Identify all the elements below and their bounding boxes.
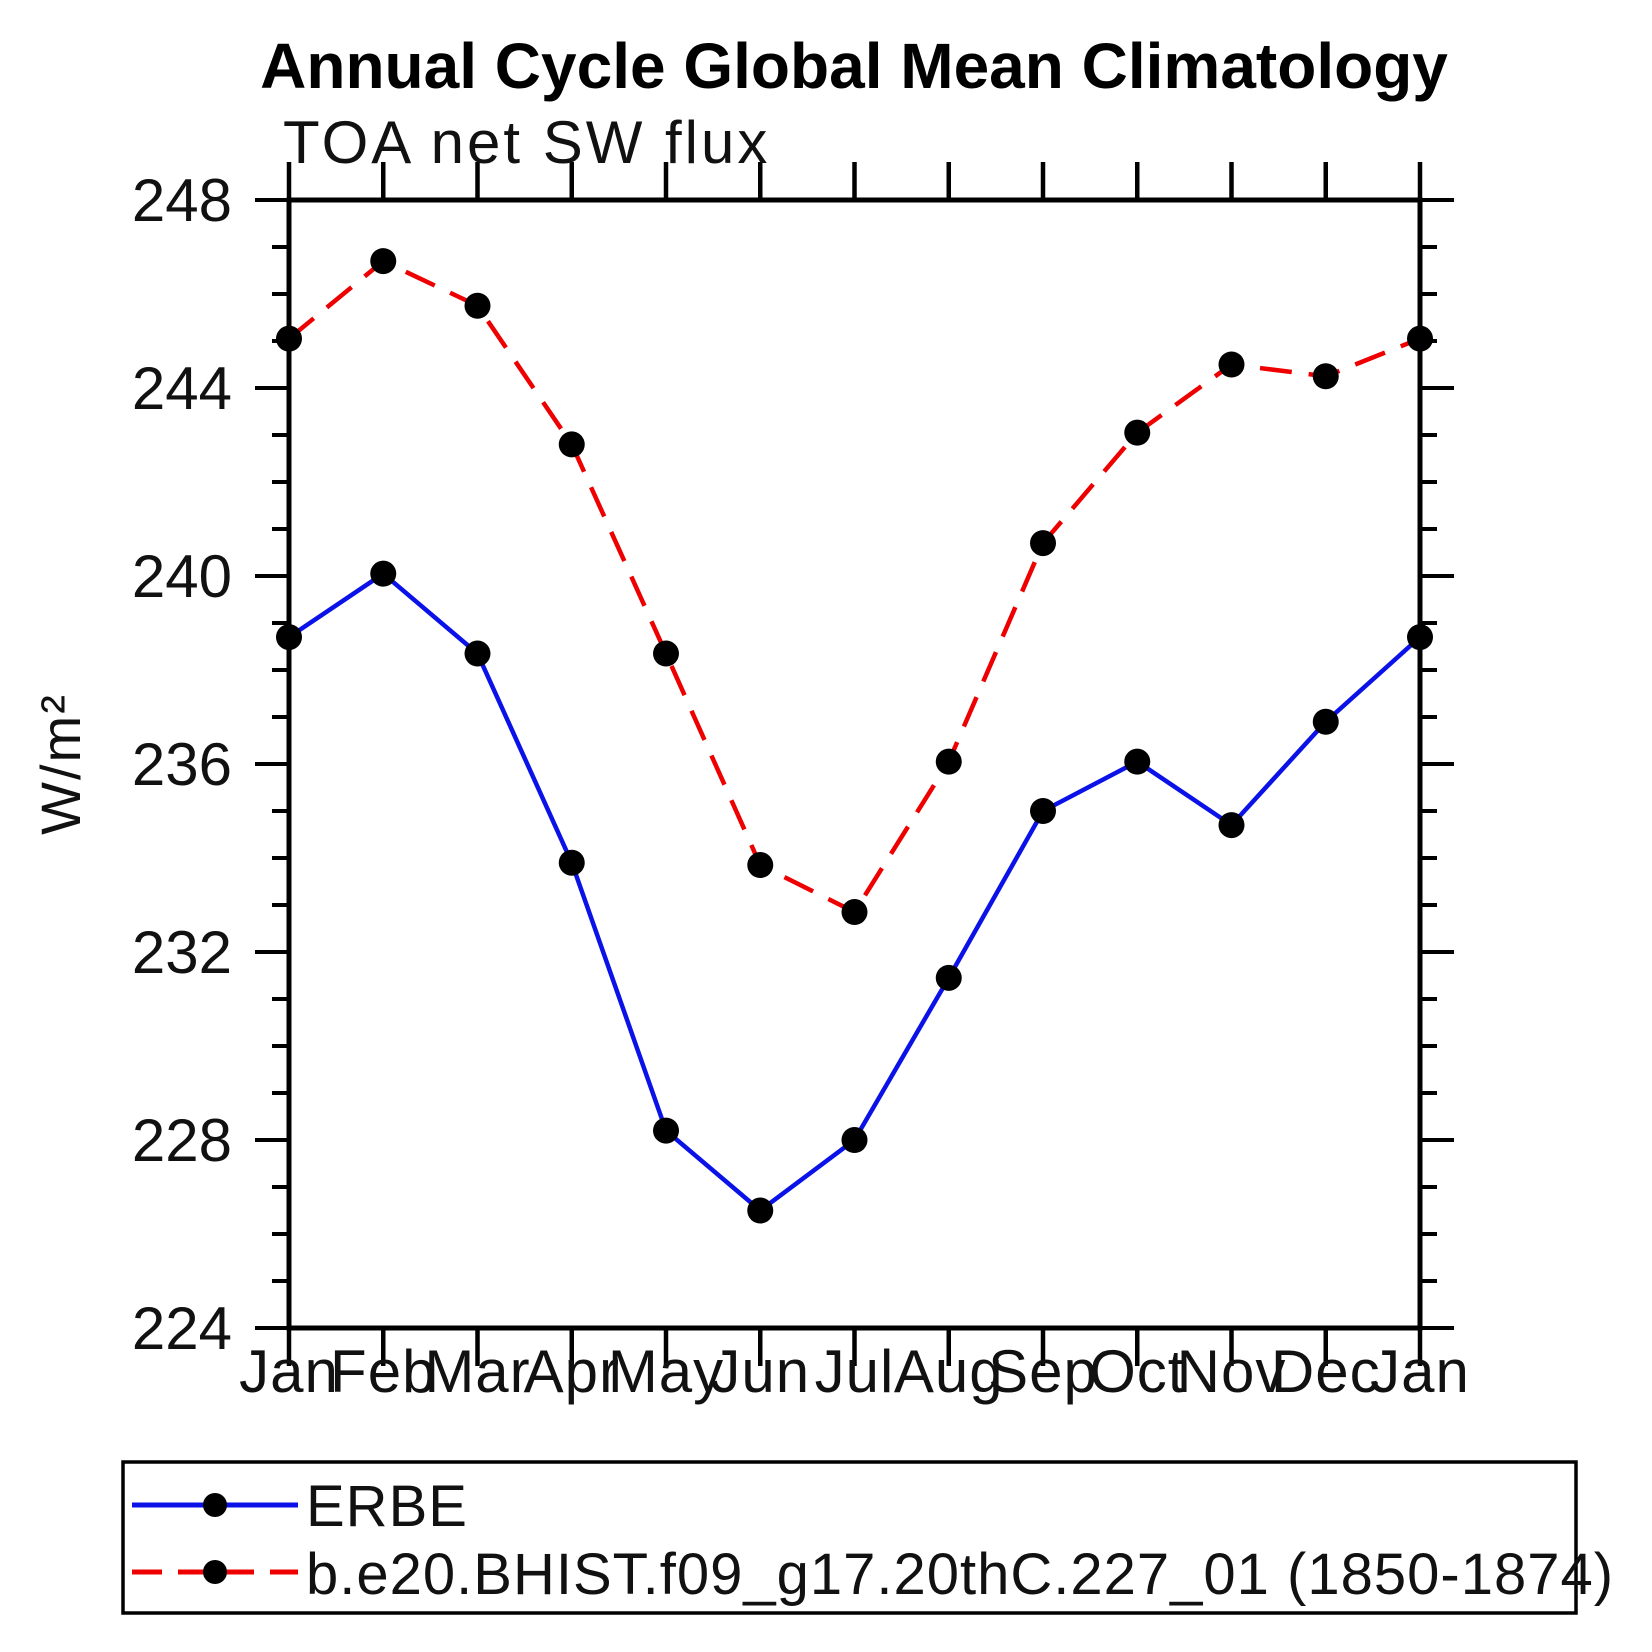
x-tick-label: Jul <box>815 1338 895 1405</box>
series-marker-model <box>1124 419 1151 446</box>
y-tick-label: 244 <box>132 355 232 422</box>
x-tick-label: Nov <box>1177 1338 1287 1405</box>
y-tick-label: 248 <box>132 167 232 234</box>
legend-label-erbe: ERBE <box>306 1474 468 1539</box>
y-tick-label: 240 <box>132 543 232 610</box>
series-group <box>276 248 1433 1224</box>
series-marker-model <box>1312 363 1339 390</box>
series-marker-model <box>747 852 774 879</box>
series-marker-model <box>935 748 962 775</box>
series-marker-erbe <box>1124 748 1151 775</box>
series-marker-model <box>558 431 585 458</box>
series-marker-erbe <box>1218 812 1245 839</box>
x-tick-label: Jan <box>1370 1338 1470 1405</box>
series-marker-erbe <box>1312 708 1339 735</box>
x-tick-label: Sep <box>988 1338 1098 1405</box>
x-tick-label: Jan <box>239 1338 339 1405</box>
series-marker-erbe <box>653 1117 679 1144</box>
x-tick-label: Dec <box>1271 1338 1381 1405</box>
series-marker-erbe <box>276 624 302 651</box>
x-tick-label: May <box>608 1338 724 1405</box>
y-tick-label: 224 <box>132 1295 232 1362</box>
series-marker-model <box>653 640 679 667</box>
series-marker-model <box>276 325 302 352</box>
x-tick-label: Oct <box>1089 1338 1185 1405</box>
series-marker-erbe <box>747 1197 774 1224</box>
series-marker-model <box>1030 530 1056 557</box>
legend-sample-marker-erbe <box>203 1493 227 1517</box>
series-marker-model <box>841 899 868 926</box>
series-marker-erbe <box>558 849 585 876</box>
series-marker-model <box>1218 351 1245 378</box>
x-tick-label: Jun <box>710 1338 810 1405</box>
series-marker-erbe <box>841 1127 868 1153</box>
series-marker-erbe <box>1407 624 1433 651</box>
series-marker-erbe <box>370 560 397 587</box>
chart-title: Annual Cycle Global Mean Climatology <box>260 30 1448 102</box>
series-marker-erbe <box>1030 798 1056 824</box>
series-line-erbe <box>287 570 1422 1214</box>
legend-samples <box>132 1493 298 1584</box>
y-tick-label: 232 <box>132 919 232 986</box>
x-tick-label: Feb <box>330 1338 436 1405</box>
legend-sample-marker-model <box>203 1560 227 1584</box>
series-marker-model <box>370 248 397 275</box>
x-tick-label: Aug <box>894 1338 1004 1405</box>
x-tick-label: Mar <box>424 1338 530 1405</box>
x-tick-label: Apr <box>524 1338 620 1405</box>
series-marker-erbe <box>935 964 962 991</box>
series-marker-model <box>464 292 491 319</box>
legend-box <box>121 1460 1578 1615</box>
series-marker-model <box>1407 325 1433 352</box>
series-line-model <box>287 258 1421 915</box>
series-marker-erbe <box>464 640 491 667</box>
y-axis-label: W/m² <box>29 693 92 835</box>
legend-label-model: b.e20.BHIST.f09_g17.20thC.227_01 (1850-1… <box>306 1542 1614 1607</box>
y-tick-label: 236 <box>132 731 232 798</box>
chart-subtitle: TOA net SW flux <box>283 109 770 176</box>
y-tick-label: 228 <box>132 1107 232 1174</box>
